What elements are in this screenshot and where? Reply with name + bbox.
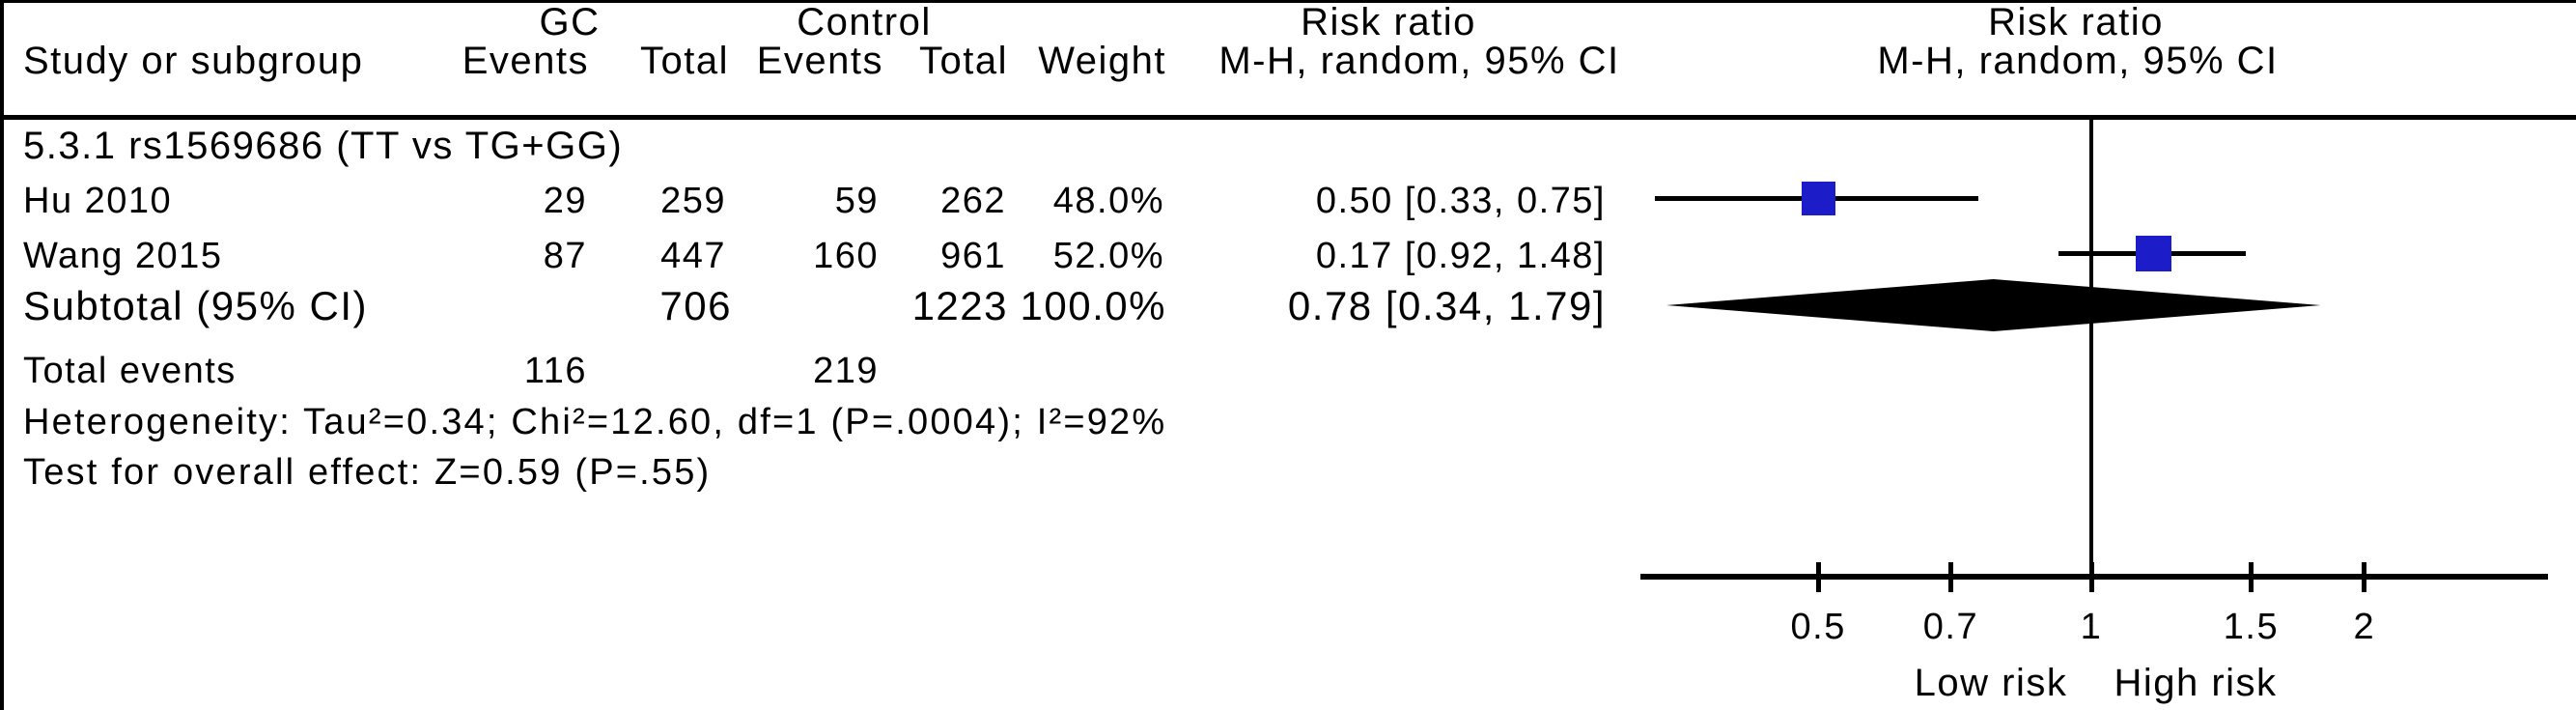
gc-total-value: 259 xyxy=(660,181,726,222)
group-header-control: Control xyxy=(797,1,932,44)
null-effect-line xyxy=(2089,120,2093,592)
column-header-total-control: Total xyxy=(919,40,1008,83)
column-header-mh-right: M-H, random, 95% CI xyxy=(1877,40,2279,83)
total-events-label: Total events xyxy=(23,351,237,392)
control-total-value: 961 xyxy=(940,236,1006,277)
axis-tick-label: 1.5 xyxy=(2223,607,2280,647)
control-events-value: 160 xyxy=(813,236,879,277)
axis-tick-label: 0.7 xyxy=(1922,607,1979,647)
subtotal-ci-text: 0.78 [0.34, 1.79] xyxy=(1287,283,1606,329)
weight-value: 48.0% xyxy=(1052,181,1164,222)
control-total-value: 262 xyxy=(940,181,1006,222)
subtotal-label: Subtotal (95% CI) xyxy=(23,283,368,329)
ci-text: 0.50 [0.33, 0.75] xyxy=(1315,181,1606,222)
group-header-gc: GC xyxy=(539,1,601,44)
overall-effect-text: Test for overall effect: Z=0.59 (P=.55) xyxy=(23,452,712,494)
study-name: Hu 2010 xyxy=(23,181,173,222)
control-events-value: 59 xyxy=(834,181,879,222)
study-marker xyxy=(1801,181,1835,215)
x-axis-line xyxy=(1640,574,2548,580)
column-header-total-gc: Total xyxy=(640,40,729,83)
weight-value: 52.0% xyxy=(1052,236,1164,277)
axis-tick-label: 2 xyxy=(2353,607,2376,647)
subtotal-weight: 100.0% xyxy=(1020,283,1166,329)
column-header-weight: Weight xyxy=(1038,40,1166,83)
gc-events-value: 29 xyxy=(543,181,587,222)
axis-tick xyxy=(1947,562,1953,592)
axis-tick-label: 1 xyxy=(2080,607,2103,647)
header-rule xyxy=(0,115,2576,120)
column-header-study: Study or subgroup xyxy=(23,40,364,83)
axis-tick xyxy=(1815,562,1821,592)
axis-tick xyxy=(2362,562,2367,592)
subtotal-gc-total: 706 xyxy=(659,283,732,329)
total-events-control: 219 xyxy=(813,351,879,392)
axis-label-high-risk: High risk xyxy=(2114,662,2278,704)
axis-tick xyxy=(2248,562,2254,592)
subgroup-label: 5.3.1 rs1569686 (TT vs TG+GG) xyxy=(23,125,624,168)
column-header-events-gc: Events xyxy=(462,40,589,83)
axis-label-low-risk: Low risk xyxy=(1914,662,2068,704)
top-border xyxy=(0,0,2576,3)
risk-ratio-title-right: Risk ratio xyxy=(1988,1,2164,44)
axis-tick-label: 0.5 xyxy=(1790,607,1846,647)
study-marker xyxy=(2135,235,2171,271)
axis-tick xyxy=(2088,562,2094,592)
ci-text: 0.17 [0.92, 1.48] xyxy=(1315,236,1606,277)
gc-total-value: 447 xyxy=(660,236,726,277)
left-border xyxy=(0,0,4,710)
column-header-mh-left: M-H, random, 95% CI xyxy=(1218,40,1620,83)
subtotal-control-total: 1223 xyxy=(911,283,1008,329)
column-header-events-control: Events xyxy=(756,40,883,83)
study-name: Wang 2015 xyxy=(23,236,223,277)
risk-ratio-title-left: Risk ratio xyxy=(1301,1,1476,44)
total-events-gc: 116 xyxy=(523,351,587,392)
heterogeneity-text: Heterogeneity: Tau²=0.34; Chi²=12.60, df… xyxy=(23,402,1167,443)
gc-events-value: 87 xyxy=(543,236,587,277)
